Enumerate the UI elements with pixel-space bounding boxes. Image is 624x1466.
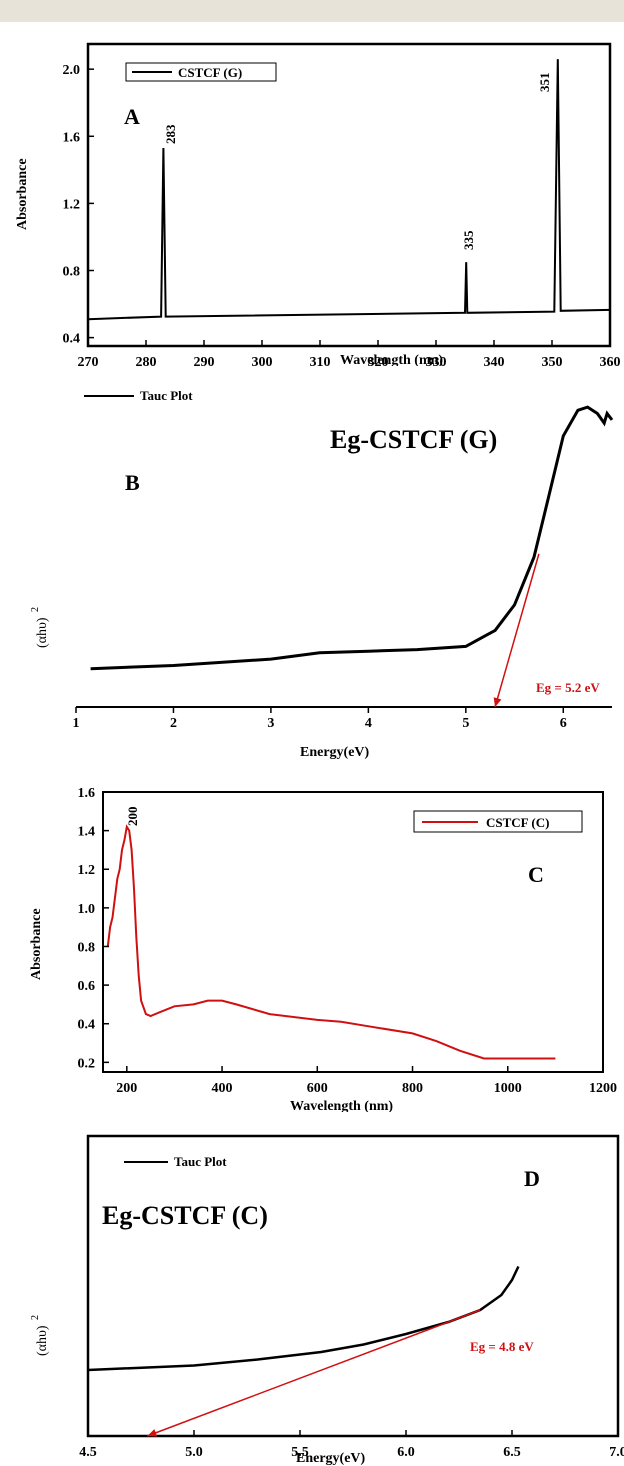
x-tick-label: 1 — [73, 716, 80, 731]
tangent-line — [494, 553, 540, 708]
y-tick-label: 1.2 — [78, 863, 96, 878]
x-tick-label: 7.0 — [609, 1445, 624, 1460]
legend: Tauc Plot — [124, 1154, 227, 1169]
x-axis-ticks: 200 400 600 800 1000 1200 — [116, 1066, 617, 1096]
panel-label: D — [524, 1166, 540, 1191]
y-axis-label: Absorbance — [29, 908, 44, 980]
x-tick-label: 4 — [365, 716, 372, 731]
x-axis-label: Wavelength (nm) — [340, 353, 443, 366]
y-axis-ticks: 0.2 0.4 0.6 0.8 1.0 1.2 1.4 1.6 — [78, 786, 109, 1071]
x-tick-label: 4.5 — [79, 1445, 97, 1460]
x-tick-label: 6 — [560, 716, 567, 731]
chart-title: Eg-CSTCF (G) — [330, 425, 497, 454]
legend: Tauc Plot — [84, 388, 193, 403]
top-bar — [0, 0, 624, 22]
x-axis-ticks: 4.5 5.0 5.5 6.0 6.5 7.0 — [79, 1430, 624, 1460]
y-axis-label-superscript: 2 — [30, 1315, 41, 1320]
y-axis-label: Absorbance — [15, 158, 30, 230]
x-tick-label: 5.5 — [291, 1445, 309, 1460]
panel-label: C — [528, 862, 544, 887]
x-tick-label: 5.0 — [185, 1445, 203, 1460]
chart-c: 200 400 600 800 1000 1200 0.2 0.4 0.6 0.8 1.0 1.2 1… — [29, 786, 617, 1112]
chart-a: 270 280 290 300 310 320 330 340 350 360 0.4 0.8 1.2… — [15, 42, 621, 366]
y-axis-label: (αhυ) 2 — [30, 607, 50, 648]
tangent-arrowhead — [493, 697, 502, 707]
peak-label-200: 200 — [125, 807, 140, 827]
panel-label: B — [125, 470, 140, 495]
x-axis-ticks: 270 280 290 300 310 320 330 340 350 360 — [78, 340, 621, 366]
y-tick-label: 0.2 — [78, 1056, 96, 1071]
x-tick-label: 2 — [170, 716, 177, 731]
tangent-arrowhead — [147, 1429, 158, 1437]
legend-box — [125, 62, 277, 82]
x-tick-label: 350 — [542, 355, 563, 366]
x-axis-ticks: 1 2 3 4 5 6 — [73, 707, 567, 731]
y-tick-label: 1.2 — [63, 197, 81, 212]
x-tick-label: 300 — [252, 355, 273, 366]
y-tick-label: 0.4 — [78, 1018, 96, 1033]
peak-label-351: 351 — [537, 73, 552, 93]
x-axis-label: Wavelength (nm) — [290, 1099, 393, 1112]
legend-label: CSTCF (C) — [486, 815, 549, 830]
y-tick-label: 0.4 — [63, 332, 81, 347]
x-tick-label: 280 — [136, 355, 157, 366]
series-line — [87, 1265, 520, 1372]
x-tick-label: 6.5 — [503, 1445, 521, 1460]
peak-label-283: 283 — [163, 124, 178, 144]
y-tick-label: 1.6 — [63, 130, 81, 145]
legend-box — [413, 810, 583, 833]
x-tick-label: 1200 — [589, 1081, 617, 1096]
x-axis-label: Energy(eV) — [300, 745, 370, 760]
panel-label: A — [124, 104, 140, 129]
series-line — [87, 59, 611, 321]
x-tick-label: 270 — [78, 355, 99, 366]
y-tick-label: 1.0 — [78, 902, 96, 917]
x-tick-label: 6.0 — [397, 1445, 415, 1460]
y-axis-ticks: 0.4 0.8 1.2 1.6 2.0 — [63, 63, 94, 347]
x-tick-label: 330 — [426, 355, 447, 366]
x-tick-label: 400 — [212, 1081, 233, 1096]
chart-d: 4.5 5.0 5.5 6.0 6.5 7.0 Tauc Plot Eg-CSTCF (C… — [30, 1134, 624, 1466]
peak-label-335: 335 — [461, 230, 476, 250]
legend-label: Tauc Plot — [140, 388, 193, 403]
series-line — [106, 824, 556, 1060]
x-tick-label: 600 — [307, 1081, 328, 1096]
y-tick-label: 0.6 — [78, 979, 96, 994]
x-axis-label: Energy(eV) — [296, 1451, 366, 1466]
y-tick-label: 1.6 — [78, 786, 96, 801]
y-tick-label: 2.0 — [63, 63, 81, 78]
y-axis-label-superscript: 2 — [30, 607, 41, 612]
y-tick-label: 1.4 — [78, 825, 96, 840]
y-tick-label: 0.8 — [63, 265, 81, 280]
tangent-line — [147, 1309, 481, 1437]
y-axis-label-text: (αhυ) — [35, 1325, 50, 1356]
x-tick-label: 1000 — [494, 1081, 522, 1096]
x-tick-label: 200 — [116, 1081, 137, 1096]
x-tick-label: 800 — [402, 1081, 423, 1096]
plot-frame — [86, 42, 612, 348]
y-axis-label: (αhυ) 2 — [30, 1315, 50, 1356]
legend-label: Tauc Plot — [174, 1154, 227, 1169]
x-tick-label: 3 — [267, 716, 274, 731]
x-tick-label: 360 — [600, 355, 621, 366]
eg-annotation: Eg = 4.8 eV — [470, 1339, 534, 1354]
y-tick-label: 0.8 — [78, 940, 96, 955]
x-tick-label: 290 — [194, 355, 215, 366]
plot-frame — [86, 1134, 620, 1438]
legend: CSTCF (G) — [125, 62, 277, 82]
legend-label: CSTCF (G) — [178, 65, 242, 80]
plot-frame — [102, 791, 604, 1073]
series-line — [90, 405, 614, 671]
x-tick-label: 310 — [310, 355, 331, 366]
chart-b: 1 2 3 4 5 6 Tauc Plot Eg-CSTCF (G) B Eg = 5.2… — [30, 388, 614, 760]
x-tick-label: 320 — [368, 355, 389, 366]
x-tick-label: 340 — [484, 355, 505, 366]
legend: CSTCF (C) — [413, 810, 583, 833]
chart-title: Eg-CSTCF (C) — [102, 1201, 268, 1230]
y-axis-label-text: (αhυ) — [35, 617, 50, 648]
eg-annotation: Eg = 5.2 eV — [536, 680, 600, 695]
x-tick-label: 5 — [462, 716, 469, 731]
